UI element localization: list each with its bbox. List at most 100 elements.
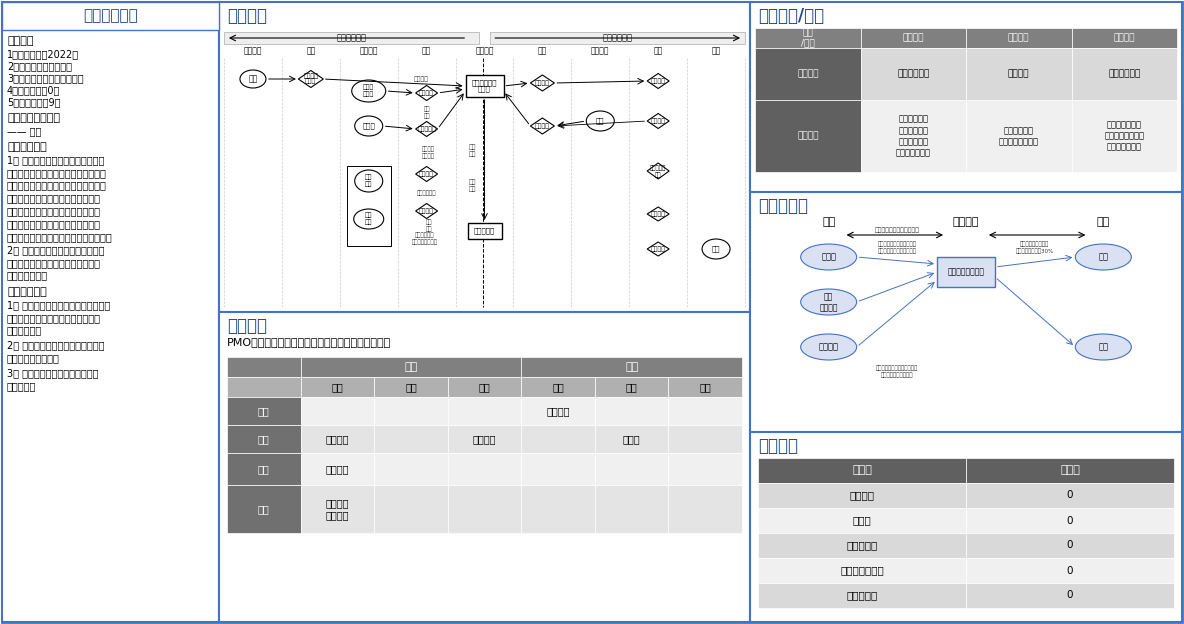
- Ellipse shape: [355, 116, 382, 136]
- Text: 个性化问卷: 个性化问卷: [650, 165, 667, 171]
- Text: 活动: 活动: [422, 46, 431, 55]
- Bar: [448, 397, 521, 425]
- Text: 活动: 活动: [307, 46, 315, 55]
- Ellipse shape: [352, 80, 386, 102]
- Polygon shape: [530, 75, 554, 91]
- Text: 收入: 收入: [625, 362, 638, 372]
- Polygon shape: [416, 203, 438, 218]
- Text: 对应资源: 对应资源: [797, 69, 818, 79]
- Bar: [966, 28, 1072, 48]
- Text: 市场交易活动: 市场交易活动: [603, 34, 632, 42]
- Bar: [937, 257, 995, 287]
- Bar: [758, 533, 966, 558]
- Text: 智航科技有限公司: 智航科技有限公司: [947, 268, 985, 276]
- Text: 关键资源/能力: 关键资源/能力: [758, 7, 824, 25]
- Bar: [301, 357, 521, 377]
- Text: 阿里云: 阿里云: [362, 123, 375, 129]
- Bar: [465, 75, 503, 97]
- Text: 满足个人技术人员服务于行业
提升团队技术成果可升: 满足个人技术人员服务于行业 提升团队技术成果可升: [876, 365, 919, 378]
- Polygon shape: [416, 85, 438, 100]
- Bar: [301, 425, 374, 453]
- Bar: [749, 2, 1182, 192]
- Polygon shape: [648, 207, 669, 221]
- Bar: [966, 483, 1175, 508]
- Bar: [347, 166, 391, 246]
- Polygon shape: [416, 122, 438, 137]
- Text: 4）营收规模：0万: 4）营收规模：0万: [7, 85, 60, 95]
- Text: 研发设计: 研发设计: [419, 90, 435, 96]
- Text: 2） 产品：可在浏览器端使用的问卷
系统网站及可以在移动端上使用的问
卷微信小程序。: 2） 产品：可在浏览器端使用的问卷 系统网站及可以在移动端上使用的问 卷微信小程…: [7, 245, 104, 281]
- Text: 阿里云: 阿里云: [822, 253, 836, 261]
- Text: 政策: 政策: [249, 74, 258, 84]
- Text: 研发成本
管理成本: 研发成本 管理成本: [326, 498, 349, 520]
- Text: 设计: 设计: [655, 172, 662, 178]
- Bar: [448, 425, 521, 453]
- Text: 产生开发
保障方案: 产生开发 保障方案: [423, 147, 435, 159]
- Text: 企业背景资料: 企业背景资料: [83, 9, 137, 24]
- Polygon shape: [648, 74, 669, 89]
- Bar: [374, 425, 448, 453]
- Ellipse shape: [355, 170, 382, 192]
- Text: 问卷智能平台: 问卷智能平台: [1108, 69, 1140, 79]
- Bar: [755, 28, 861, 48]
- Text: 合作件: 合作件: [305, 78, 316, 84]
- Bar: [594, 425, 669, 453]
- Bar: [755, 48, 861, 100]
- Bar: [594, 453, 669, 485]
- Text: 公司战略定位: 公司战略定位: [7, 142, 46, 152]
- Ellipse shape: [1075, 244, 1132, 270]
- Text: 企业价值: 企业价值: [758, 437, 798, 455]
- Text: 上游: 上游: [822, 217, 835, 227]
- Text: 代理分成: 代理分成: [472, 434, 496, 444]
- Polygon shape: [416, 167, 438, 182]
- Text: 微信小程序: 微信小程序: [474, 228, 495, 234]
- Bar: [758, 483, 966, 508]
- Text: 数据分析: 数据分析: [651, 118, 665, 124]
- Bar: [521, 485, 594, 533]
- Text: 发送问卷: 发送问卷: [651, 211, 665, 217]
- Text: 利润增长率: 利润增长率: [847, 590, 877, 600]
- Text: 软件
开发人员: 软件 开发人员: [819, 292, 838, 312]
- Bar: [758, 583, 966, 608]
- Bar: [966, 533, 1175, 558]
- Text: 使用系统: 使用系统: [546, 406, 570, 416]
- Bar: [521, 425, 594, 453]
- Text: 租户: 租户: [596, 118, 605, 124]
- Bar: [227, 377, 301, 397]
- Text: 软件工程能力
云边融合能力
人工智能能力
大数据分析能力: 软件工程能力 云边融合能力 人工智能能力 大数据分析能力: [896, 115, 931, 157]
- Text: 1）成立时间：2022年: 1）成立时间：2022年: [7, 49, 79, 59]
- Text: 提供需求: 提供需求: [414, 76, 429, 82]
- Bar: [374, 377, 448, 397]
- Text: 企业主体: 企业主体: [953, 217, 979, 227]
- Text: 销售额: 销售额: [852, 515, 871, 525]
- Text: 研发
成本: 研发 成本: [424, 107, 430, 119]
- Bar: [966, 458, 1175, 483]
- Bar: [301, 485, 374, 533]
- Text: 3） 顾客价值感受：省时、省钱、
方便、快捷: 3） 顾客价值感受：省时、省钱、 方便、快捷: [7, 368, 98, 391]
- Bar: [374, 453, 448, 485]
- Bar: [1072, 100, 1177, 172]
- Text: 答卷
数据: 答卷 数据: [469, 145, 476, 157]
- Text: 软件研发: 软件研发: [902, 34, 924, 42]
- Text: 运营管理: 运营管理: [419, 208, 435, 214]
- Text: 关联培育工龙和市场
知识市场分得报酬30%: 关联培育工龙和市场 知识市场分得报酬30%: [1016, 241, 1054, 254]
- Bar: [227, 357, 301, 377]
- Text: 软件开
发人员: 软件开 发人员: [363, 85, 374, 97]
- Text: 0: 0: [1067, 515, 1073, 525]
- Text: 答者: 答者: [712, 246, 720, 252]
- Bar: [755, 100, 861, 172]
- Text: 支出: 支出: [404, 362, 418, 372]
- Text: 租户: 租户: [1099, 253, 1108, 261]
- Text: 运营费用: 运营费用: [326, 434, 349, 444]
- Bar: [2, 2, 219, 622]
- Bar: [669, 425, 742, 453]
- Text: 对应能力: 对应能力: [797, 132, 818, 140]
- Bar: [227, 453, 301, 485]
- Text: 市场资源: 市场资源: [1008, 69, 1030, 79]
- Text: 企业
顾问: 企业 顾问: [365, 175, 373, 187]
- Bar: [448, 377, 521, 397]
- Bar: [219, 2, 749, 312]
- Text: 下游: 下游: [1096, 217, 1109, 227]
- Bar: [521, 377, 594, 397]
- Bar: [669, 485, 742, 533]
